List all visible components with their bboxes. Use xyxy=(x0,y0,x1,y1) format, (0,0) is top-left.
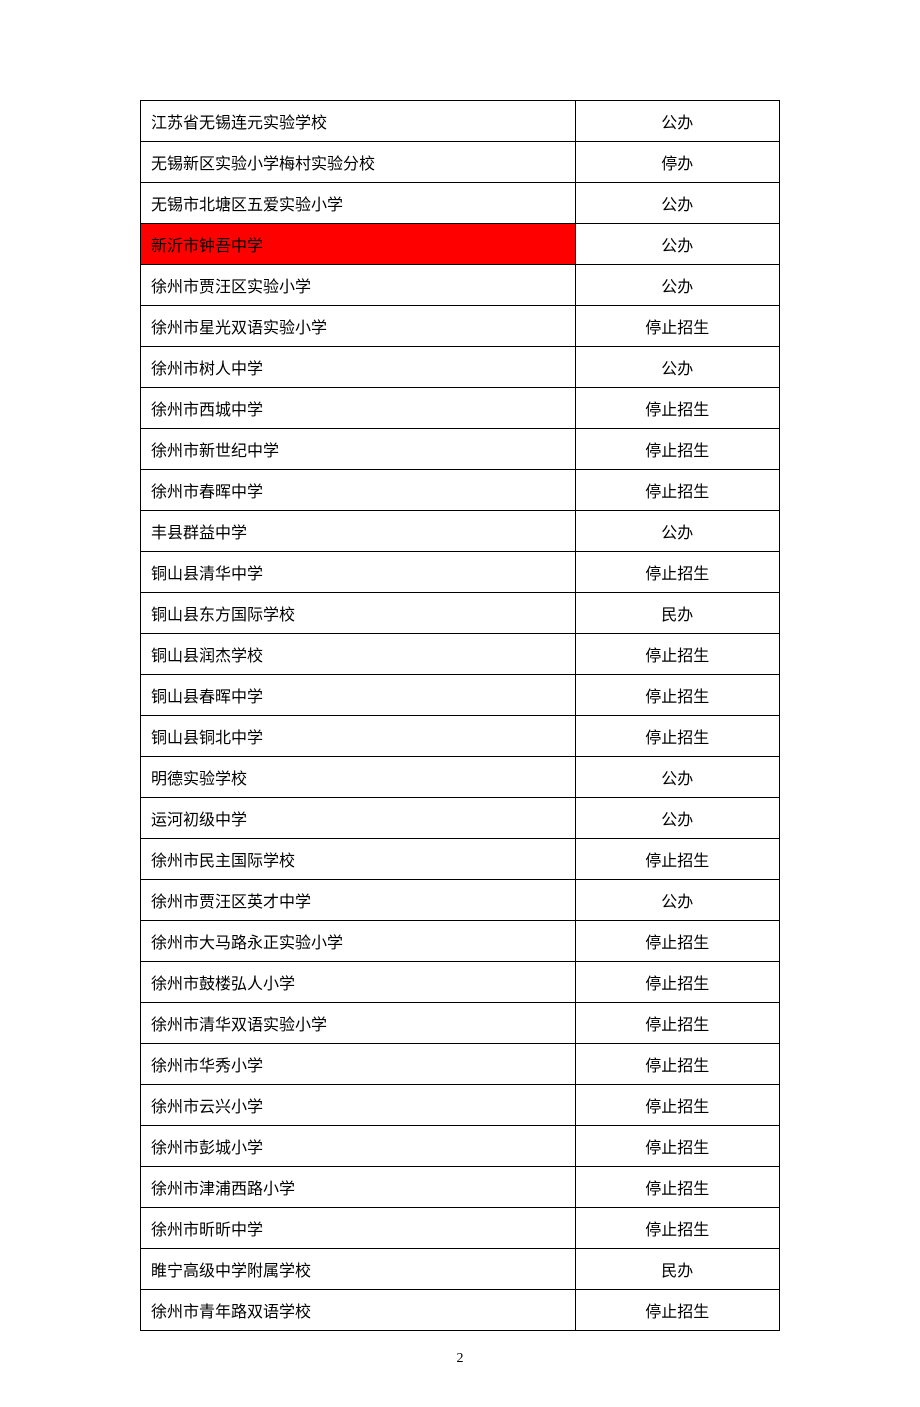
table-row: 徐州市云兴小学停止招生 xyxy=(141,1085,780,1126)
school-name-cell: 徐州市清华双语实验小学 xyxy=(141,1003,576,1044)
school-name-cell: 徐州市云兴小学 xyxy=(141,1085,576,1126)
school-name-cell: 徐州市鼓楼弘人小学 xyxy=(141,962,576,1003)
school-status-cell: 停止招生 xyxy=(575,1044,779,1085)
table-row: 铜山县清华中学停止招生 xyxy=(141,552,780,593)
table-row: 江苏省无锡连元实验学校公办 xyxy=(141,101,780,142)
table-row: 无锡新区实验小学梅村实验分校停办 xyxy=(141,142,780,183)
table-row: 徐州市星光双语实验小学停止招生 xyxy=(141,306,780,347)
table-row: 铜山县东方国际学校民办 xyxy=(141,593,780,634)
school-status-cell: 停止招生 xyxy=(575,675,779,716)
school-status-cell: 停止招生 xyxy=(575,634,779,675)
table-row: 徐州市树人中学公办 xyxy=(141,347,780,388)
table-row: 徐州市大马路永正实验小学停止招生 xyxy=(141,921,780,962)
school-status-cell: 停止招生 xyxy=(575,1290,779,1331)
school-status-cell: 停止招生 xyxy=(575,716,779,757)
school-status-cell: 停止招生 xyxy=(575,839,779,880)
school-status-cell: 停止招生 xyxy=(575,1003,779,1044)
table-row: 徐州市新世纪中学停止招生 xyxy=(141,429,780,470)
school-name-cell: 徐州市华秀小学 xyxy=(141,1044,576,1085)
school-name-cell: 徐州市青年路双语学校 xyxy=(141,1290,576,1331)
school-name-cell: 铜山县东方国际学校 xyxy=(141,593,576,634)
school-status-cell: 停止招生 xyxy=(575,1167,779,1208)
school-status-cell: 停止招生 xyxy=(575,1208,779,1249)
schools-table: 江苏省无锡连元实验学校公办无锡新区实验小学梅村实验分校停办无锡市北塘区五爱实验小… xyxy=(140,100,780,1331)
table-row: 徐州市津浦西路小学停止招生 xyxy=(141,1167,780,1208)
school-status-cell: 停止招生 xyxy=(575,429,779,470)
table-row: 运河初级中学公办 xyxy=(141,798,780,839)
school-name-cell: 江苏省无锡连元实验学校 xyxy=(141,101,576,142)
table-row: 徐州市春晖中学停止招生 xyxy=(141,470,780,511)
table-row: 徐州市彭城小学停止招生 xyxy=(141,1126,780,1167)
school-status-cell: 停办 xyxy=(575,142,779,183)
school-status-cell: 公办 xyxy=(575,183,779,224)
school-status-cell: 停止招生 xyxy=(575,552,779,593)
school-name-cell: 徐州市春晖中学 xyxy=(141,470,576,511)
school-name-cell: 徐州市贾汪区英才中学 xyxy=(141,880,576,921)
school-status-cell: 停止招生 xyxy=(575,921,779,962)
table-row: 丰县群益中学公办 xyxy=(141,511,780,552)
table-row: 徐州市贾汪区实验小学公办 xyxy=(141,265,780,306)
table-row: 徐州市贾汪区英才中学公办 xyxy=(141,880,780,921)
table-row: 明德实验学校公办 xyxy=(141,757,780,798)
school-name-cell: 徐州市大马路永正实验小学 xyxy=(141,921,576,962)
page-number: 2 xyxy=(140,1351,780,1367)
school-name-cell: 明德实验学校 xyxy=(141,757,576,798)
table-row: 睢宁高级中学附属学校民办 xyxy=(141,1249,780,1290)
table-row: 无锡市北塘区五爱实验小学公办 xyxy=(141,183,780,224)
school-name-cell: 丰县群益中学 xyxy=(141,511,576,552)
school-status-cell: 公办 xyxy=(575,798,779,839)
table-row: 徐州市昕昕中学停止招生 xyxy=(141,1208,780,1249)
school-status-cell: 公办 xyxy=(575,757,779,798)
school-name-cell: 徐州市贾汪区实验小学 xyxy=(141,265,576,306)
school-status-cell: 公办 xyxy=(575,347,779,388)
school-name-cell: 运河初级中学 xyxy=(141,798,576,839)
school-name-cell: 徐州市星光双语实验小学 xyxy=(141,306,576,347)
school-name-cell: 徐州市彭城小学 xyxy=(141,1126,576,1167)
school-status-cell: 民办 xyxy=(575,1249,779,1290)
school-name-cell: 睢宁高级中学附属学校 xyxy=(141,1249,576,1290)
table-row: 徐州市华秀小学停止招生 xyxy=(141,1044,780,1085)
school-name-cell: 铜山县润杰学校 xyxy=(141,634,576,675)
table-row: 徐州市西城中学停止招生 xyxy=(141,388,780,429)
school-name-cell: 新沂市钟吾中学 xyxy=(141,224,576,265)
school-status-cell: 公办 xyxy=(575,224,779,265)
school-status-cell: 停止招生 xyxy=(575,962,779,1003)
school-status-cell: 停止招生 xyxy=(575,1126,779,1167)
table-row: 徐州市民主国际学校停止招生 xyxy=(141,839,780,880)
school-name-cell: 铜山县清华中学 xyxy=(141,552,576,593)
table-row: 新沂市钟吾中学公办 xyxy=(141,224,780,265)
school-name-cell: 徐州市树人中学 xyxy=(141,347,576,388)
school-status-cell: 公办 xyxy=(575,265,779,306)
table-row: 铜山县铜北中学停止招生 xyxy=(141,716,780,757)
school-status-cell: 停止招生 xyxy=(575,388,779,429)
table-row: 铜山县润杰学校停止招生 xyxy=(141,634,780,675)
school-name-cell: 徐州市西城中学 xyxy=(141,388,576,429)
table-row: 徐州市鼓楼弘人小学停止招生 xyxy=(141,962,780,1003)
school-name-cell: 铜山县春晖中学 xyxy=(141,675,576,716)
school-name-cell: 铜山县铜北中学 xyxy=(141,716,576,757)
table-row: 徐州市清华双语实验小学停止招生 xyxy=(141,1003,780,1044)
table-row: 徐州市青年路双语学校停止招生 xyxy=(141,1290,780,1331)
school-name-cell: 无锡市北塘区五爱实验小学 xyxy=(141,183,576,224)
table-body: 江苏省无锡连元实验学校公办无锡新区实验小学梅村实验分校停办无锡市北塘区五爱实验小… xyxy=(141,101,780,1331)
table-row: 铜山县春晖中学停止招生 xyxy=(141,675,780,716)
school-status-cell: 停止招生 xyxy=(575,1085,779,1126)
school-name-cell: 无锡新区实验小学梅村实验分校 xyxy=(141,142,576,183)
school-status-cell: 公办 xyxy=(575,101,779,142)
school-name-cell: 徐州市民主国际学校 xyxy=(141,839,576,880)
school-name-cell: 徐州市昕昕中学 xyxy=(141,1208,576,1249)
school-status-cell: 停止招生 xyxy=(575,306,779,347)
school-status-cell: 民办 xyxy=(575,593,779,634)
school-status-cell: 公办 xyxy=(575,880,779,921)
school-name-cell: 徐州市新世纪中学 xyxy=(141,429,576,470)
school-name-cell: 徐州市津浦西路小学 xyxy=(141,1167,576,1208)
school-status-cell: 停止招生 xyxy=(575,470,779,511)
school-status-cell: 公办 xyxy=(575,511,779,552)
